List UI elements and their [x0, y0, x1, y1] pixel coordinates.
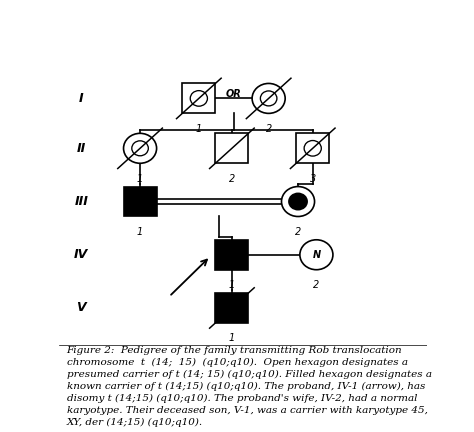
Bar	[124, 187, 156, 216]
Text: I: I	[79, 92, 83, 105]
Text: 1: 1	[196, 124, 202, 134]
Text: OR: OR	[226, 89, 242, 99]
Text: 1: 1	[229, 334, 235, 343]
Bar	[215, 293, 248, 323]
Circle shape	[282, 187, 315, 216]
Text: 2: 2	[295, 227, 301, 237]
Text: 2: 2	[313, 280, 319, 290]
Circle shape	[304, 140, 321, 156]
Text: III: III	[74, 195, 88, 208]
Circle shape	[288, 193, 308, 210]
Text: 2: 2	[265, 124, 272, 134]
Circle shape	[190, 91, 208, 106]
Circle shape	[300, 240, 333, 270]
Text: N: N	[312, 250, 320, 260]
Bar	[215, 133, 248, 163]
Text: 1: 1	[137, 174, 143, 184]
Text: II: II	[77, 142, 86, 155]
Text: 3: 3	[310, 174, 316, 184]
Circle shape	[252, 83, 285, 113]
Text: V: V	[76, 302, 86, 314]
Text: 2: 2	[229, 174, 235, 184]
Text: IV: IV	[74, 248, 89, 261]
Circle shape	[124, 133, 156, 163]
Circle shape	[132, 141, 148, 156]
Text: 1: 1	[229, 280, 235, 290]
Text: 1: 1	[137, 227, 143, 237]
Bar	[182, 83, 215, 113]
Circle shape	[260, 91, 277, 106]
Bar	[215, 240, 248, 270]
Bar	[296, 133, 329, 163]
Text: Figure 2:  Pedigree of the family transmitting Rob translocation
chromosome  t  : Figure 2: Pedigree of the family transmi…	[66, 346, 432, 427]
